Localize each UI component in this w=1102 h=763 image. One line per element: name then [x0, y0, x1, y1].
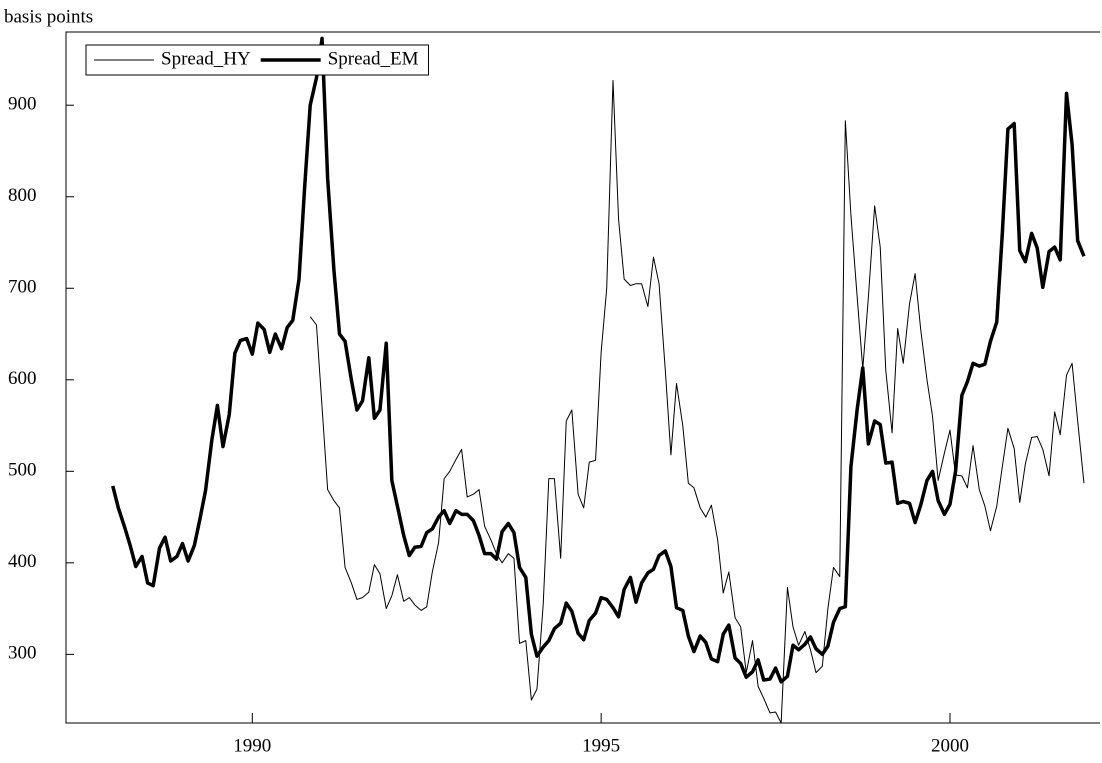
- y-tick-label: 700: [8, 277, 37, 298]
- legend-label: Spread_EM: [328, 48, 419, 69]
- axis-frame: [65, 31, 1100, 724]
- y-tick-label: 900: [8, 94, 37, 115]
- y-tick-label: 600: [8, 368, 37, 389]
- x-tick-label: 1995: [582, 735, 620, 756]
- y-axis-label: basis points: [4, 6, 93, 27]
- y-tick-label: 400: [8, 551, 37, 572]
- x-tick-label: 1990: [233, 735, 271, 756]
- x-tick-label: 2000: [931, 735, 969, 756]
- legend-box: [85, 44, 429, 76]
- legend-label: Spread_HY: [161, 48, 251, 69]
- series-line: [309, 80, 1085, 724]
- y-tick-label: 500: [8, 460, 37, 481]
- y-tick-label: 800: [8, 185, 37, 206]
- series-line: [111, 36, 1086, 684]
- y-tick-label: 300: [8, 643, 37, 664]
